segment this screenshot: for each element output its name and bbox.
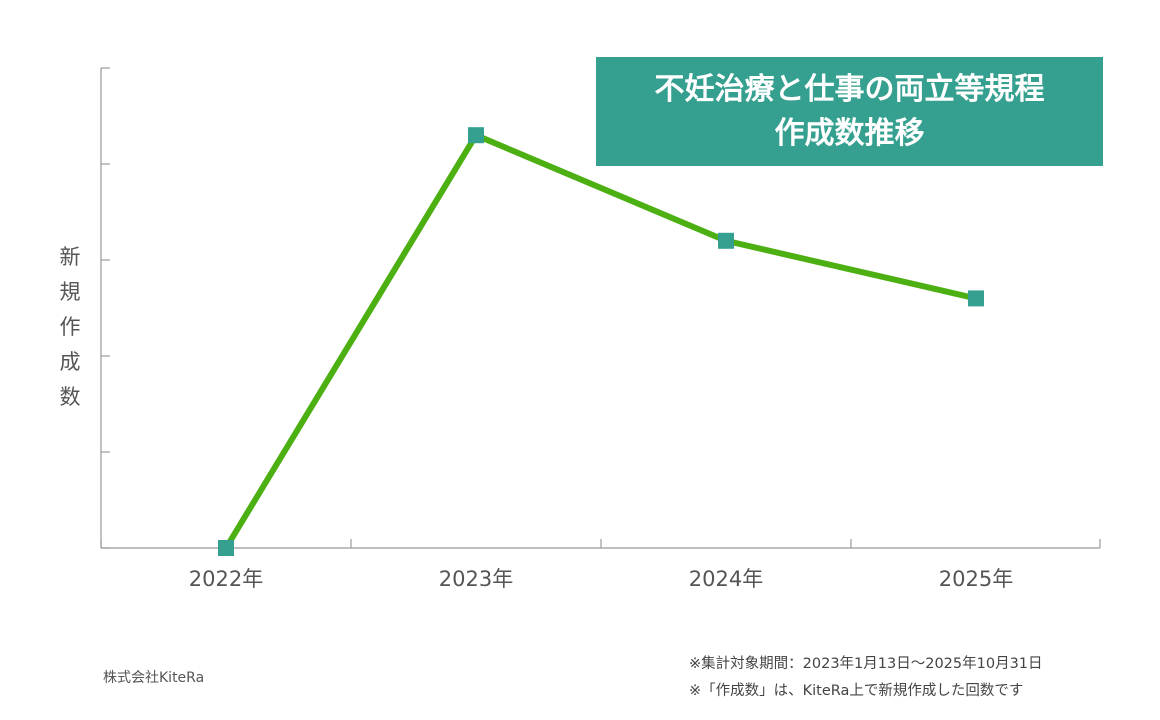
- data-point-marker: [968, 290, 984, 307]
- chart-title-line-1: 不妊治療と仕事の両立等規程: [654, 72, 1045, 107]
- x-tick-label: 2022年: [188, 567, 264, 591]
- series-line: [223, 131, 977, 550]
- y-axis-label-char: 規: [59, 280, 81, 304]
- y-axis-label-char: 数: [59, 385, 81, 409]
- data-point-marker: [468, 127, 484, 144]
- data-point-marker: [218, 540, 234, 556]
- footnote-period: ※集計対象期間：2023年1月13日～2025年10月31日: [689, 656, 1043, 672]
- y-axis-label: 新 規 作 成 数: [55, 240, 85, 415]
- x-tick-label: 2024年: [688, 567, 764, 591]
- y-axis-label-char: 作: [59, 315, 81, 339]
- data-point-marker: [718, 232, 734, 249]
- x-tick-label: 2023年: [438, 567, 514, 591]
- footnote-definition: ※「作成数」は、KiteRa上で新規作成した回数です: [689, 683, 1024, 699]
- y-axis-label-char: 新: [59, 245, 81, 269]
- chart-title: 不妊治療と仕事の両立等規程 作成数推移: [596, 57, 1103, 166]
- chart-title-line-2: 作成数推移: [774, 116, 925, 151]
- company-name: 株式会社KiteRa: [103, 670, 205, 686]
- y-axis-label-char: 成: [59, 350, 81, 374]
- x-tick-label: 2025年: [938, 567, 1014, 591]
